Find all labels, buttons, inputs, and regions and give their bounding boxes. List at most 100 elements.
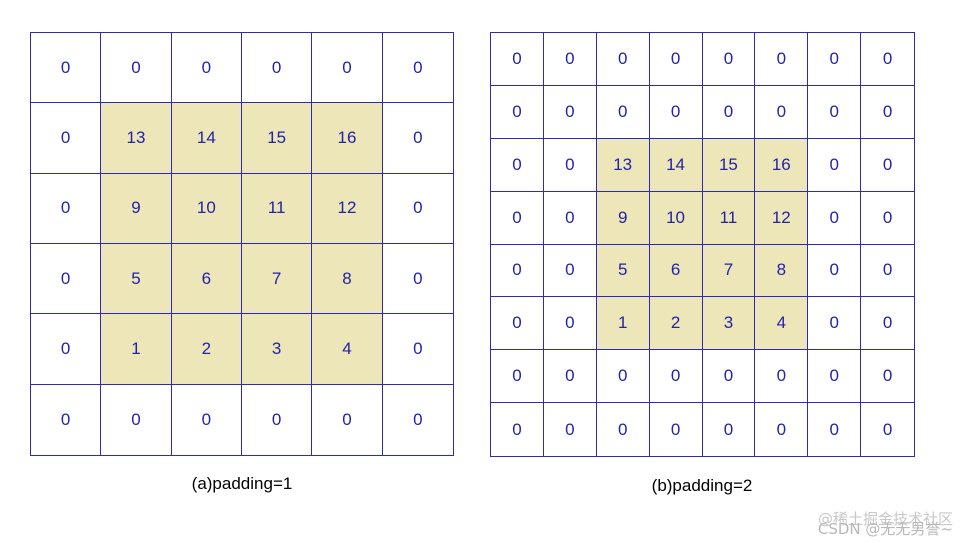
padding-cell: 0 <box>861 350 914 404</box>
padding-cell: 0 <box>596 350 650 404</box>
padding-cell: 0 <box>543 33 597 86</box>
padding-cell: 0 <box>543 138 597 192</box>
padding-cell: 0 <box>702 85 756 139</box>
input-cell: 15 <box>702 138 756 192</box>
padding-cell: 0 <box>755 350 809 404</box>
input-cell: 9 <box>596 191 650 245</box>
padding-cell: 0 <box>702 403 756 456</box>
padding-cell: 0 <box>808 33 862 86</box>
padding-cell: 0 <box>171 384 242 455</box>
padding-cell: 0 <box>861 297 914 351</box>
padding-cell: 0 <box>382 33 453 104</box>
input-cell: 13 <box>596 138 650 192</box>
padding-cell: 0 <box>101 33 172 104</box>
padding-cell: 0 <box>382 244 453 315</box>
padding-2-grid: 0 0 0 0 0 0 0 0 0 0 0 0 0 0 0 0 0 0 13 14 15 16 0 0 0 0 9 10 11 12 0 0 0… <box>490 32 915 457</box>
padding-cell: 0 <box>702 33 756 86</box>
input-cell: 14 <box>649 138 703 192</box>
padding-cell: 0 <box>861 85 914 139</box>
padding-cell: 0 <box>491 33 544 86</box>
padding-cell: 0 <box>861 33 914 86</box>
input-cell: 3 <box>242 314 313 385</box>
padding-cell: 0 <box>491 350 544 404</box>
input-cell: 13 <box>101 103 172 174</box>
padding-cell: 0 <box>242 33 313 104</box>
padding-cell: 0 <box>171 33 242 104</box>
caption-padding-2: (b)padding=2 <box>651 476 753 495</box>
padding-cell: 0 <box>808 403 862 456</box>
input-cell: 1 <box>101 314 172 385</box>
padding-cell: 0 <box>491 244 544 298</box>
padding-cell: 0 <box>808 297 862 351</box>
padding-cell: 0 <box>702 350 756 404</box>
input-cell: 8 <box>755 244 809 298</box>
padding-cell: 0 <box>861 403 914 456</box>
input-cell: 3 <box>702 297 756 351</box>
padding-cell: 0 <box>382 103 453 174</box>
input-cell: 7 <box>242 244 313 315</box>
padding-cell: 0 <box>31 33 102 104</box>
caption-padding-1: (a)padding=1 <box>191 474 293 493</box>
padding-cell: 0 <box>861 138 914 192</box>
input-cell: 10 <box>649 191 703 245</box>
padding-cell: 0 <box>491 138 544 192</box>
input-cell: 6 <box>649 244 703 298</box>
padding-cell: 0 <box>491 85 544 139</box>
padding-cell: 0 <box>31 244 102 315</box>
padding-cell: 0 <box>649 350 703 404</box>
padding-cell: 0 <box>382 314 453 385</box>
padding-cell: 0 <box>543 85 597 139</box>
padding-cell: 0 <box>596 33 650 86</box>
input-cell: 4 <box>755 297 809 351</box>
input-cell: 5 <box>101 244 172 315</box>
padding-cell: 0 <box>491 403 544 456</box>
padding-cell: 0 <box>312 384 383 455</box>
padding-cell: 0 <box>101 384 172 455</box>
input-cell: 11 <box>242 173 313 244</box>
input-cell: 7 <box>702 244 756 298</box>
input-cell: 16 <box>312 103 383 174</box>
padding-cell: 0 <box>312 33 383 104</box>
input-cell: 8 <box>312 244 383 315</box>
padding-cell: 0 <box>808 191 862 245</box>
input-cell: 2 <box>649 297 703 351</box>
input-cell: 11 <box>702 191 756 245</box>
input-cell: 4 <box>312 314 383 385</box>
input-cell: 6 <box>171 244 242 315</box>
padding-cell: 0 <box>382 173 453 244</box>
padding-cell: 0 <box>808 350 862 404</box>
padding-cell: 0 <box>31 314 102 385</box>
padding-cell: 0 <box>649 85 703 139</box>
padding-cell: 0 <box>596 403 650 456</box>
input-cell: 9 <box>101 173 172 244</box>
padding-cell: 0 <box>31 384 102 455</box>
padding-cell: 0 <box>808 138 862 192</box>
padding-cell: 0 <box>382 384 453 455</box>
padding-cell: 0 <box>543 350 597 404</box>
padding-cell: 0 <box>649 403 703 456</box>
padding-cell: 0 <box>242 384 313 455</box>
padding-cell: 0 <box>31 173 102 244</box>
input-cell: 1 <box>596 297 650 351</box>
padding-cell: 0 <box>649 33 703 86</box>
padding-cell: 0 <box>543 403 597 456</box>
padding-cell: 0 <box>596 85 650 139</box>
input-cell: 5 <box>596 244 650 298</box>
padding-cell: 0 <box>543 191 597 245</box>
padding-cell: 0 <box>861 191 914 245</box>
watermark-juejin: @稀土掘金技术社区 <box>817 510 953 528</box>
watermark-csdn: CSDN @无无男誉~ <box>817 520 953 538</box>
input-cell: 15 <box>242 103 313 174</box>
padding-cell: 0 <box>755 85 809 139</box>
padding-cell: 0 <box>543 297 597 351</box>
input-cell: 14 <box>171 103 242 174</box>
padding-cell: 0 <box>491 191 544 245</box>
input-cell: 12 <box>755 191 809 245</box>
padding-cell: 0 <box>755 33 809 86</box>
input-cell: 12 <box>312 173 383 244</box>
padding-cell: 0 <box>861 244 914 298</box>
input-cell: 16 <box>755 138 809 192</box>
padding-cell: 0 <box>543 244 597 298</box>
padding-cell: 0 <box>808 85 862 139</box>
